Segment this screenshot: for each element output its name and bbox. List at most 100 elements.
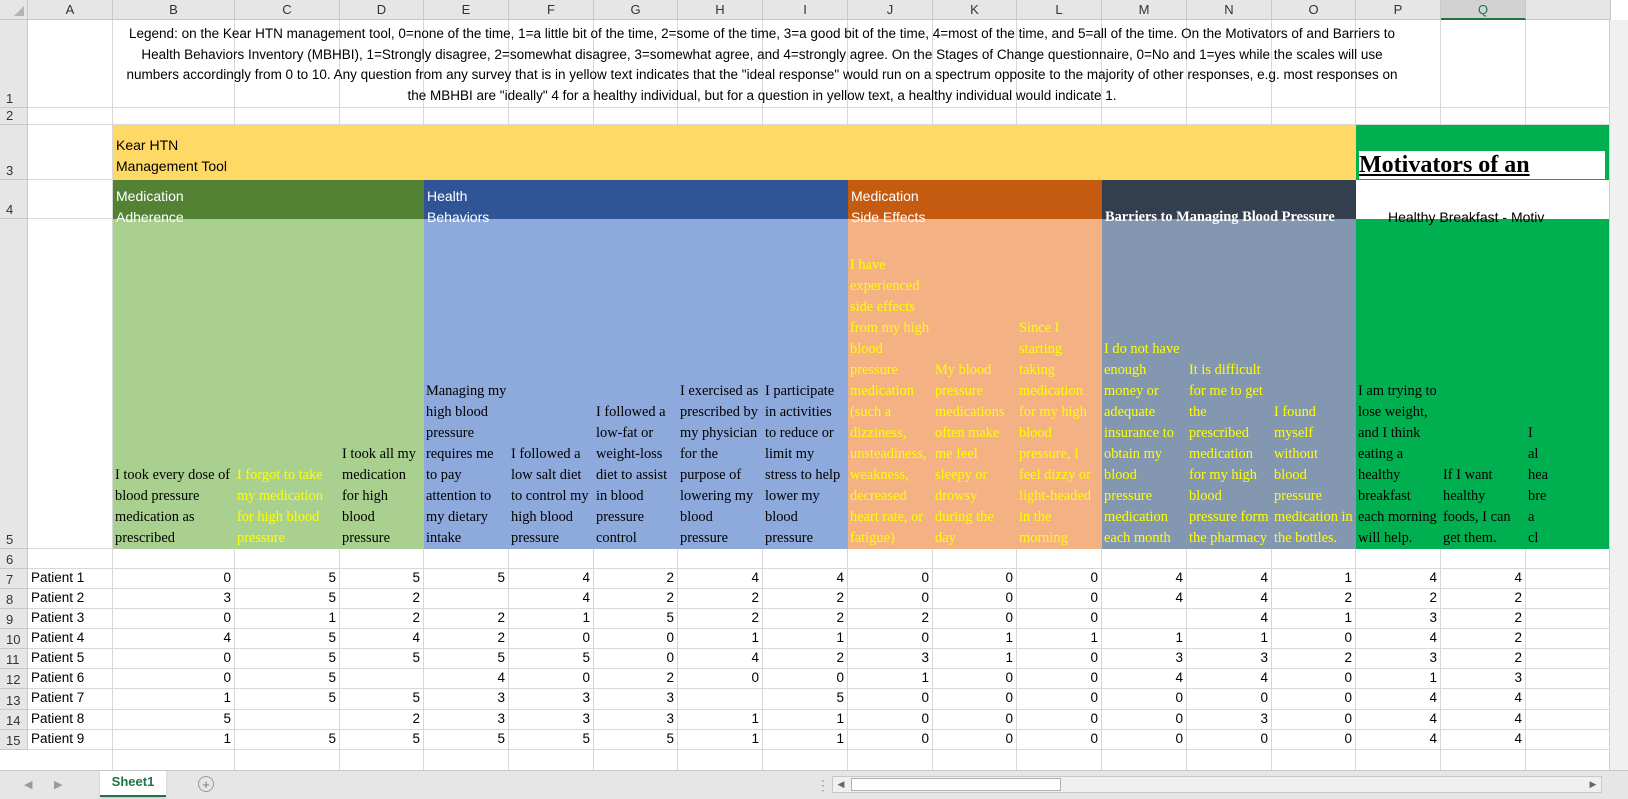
score-cell-i[interactable]: 2 [836,650,844,665]
column-header-e[interactable]: E [424,0,509,20]
score-cell-h[interactable]: 2 [751,610,759,625]
next-sheet-icon[interactable]: ▶ [54,779,63,791]
score-cell-l[interactable]: 0 [1090,610,1098,625]
score-cell-g[interactable]: 3 [666,711,674,726]
score-cell-b[interactable]: 0 [223,670,231,685]
row-header-10[interactable]: 10 [0,629,28,649]
score-cell-m[interactable]: 4 [1175,590,1183,605]
score-cell-c[interactable]: 5 [328,630,336,645]
score-cell-p[interactable]: 4 [1429,570,1437,585]
score-cell-j[interactable]: 0 [921,731,929,746]
score-cell-l[interactable]: 0 [1090,711,1098,726]
score-cell-o[interactable]: 0 [1344,731,1352,746]
score-cell-i[interactable]: 5 [836,690,844,705]
score-cell-l[interactable]: 0 [1090,690,1098,705]
score-cell-e[interactable]: 2 [497,610,505,625]
column-header-r[interactable] [1526,0,1611,20]
score-cell-p[interactable]: 2 [1429,590,1437,605]
score-cell-q[interactable]: 4 [1514,711,1522,726]
score-cell-e[interactable]: 3 [497,690,505,705]
score-cell-f[interactable]: 1 [582,610,590,625]
score-cell-m[interactable]: 4 [1175,570,1183,585]
score-cell-n[interactable]: 3 [1260,650,1268,665]
score-cell-o[interactable]: 2 [1344,650,1352,665]
score-cell-q[interactable]: 4 [1514,731,1522,746]
score-cell-j[interactable]: 0 [921,590,929,605]
scroll-thumb[interactable] [851,778,1061,791]
patient-name-cell[interactable]: Patient 1 [31,570,85,585]
score-cell-n[interactable]: 0 [1260,731,1268,746]
score-cell-j[interactable]: 0 [921,690,929,705]
score-cell-b[interactable]: 0 [223,610,231,625]
score-cell-p[interactable]: 4 [1429,630,1437,645]
score-cell-n[interactable]: 4 [1260,610,1268,625]
score-cell-i[interactable]: 4 [836,570,844,585]
score-cell-j[interactable]: 0 [921,711,929,726]
score-cell-g[interactable]: 2 [666,590,674,605]
score-cell-k[interactable]: 1 [1005,630,1013,645]
score-cell-d[interactable]: 5 [412,650,420,665]
column-header-g[interactable]: G [594,0,678,20]
score-cell-g[interactable]: 0 [666,650,674,665]
column-header-i[interactable]: I [763,0,848,20]
score-cell-o[interactable]: 1 [1344,610,1352,625]
score-cell-c[interactable]: 5 [328,650,336,665]
score-cell-p[interactable]: 3 [1429,650,1437,665]
score-cell-m[interactable]: 0 [1175,731,1183,746]
score-cell-k[interactable]: 0 [1005,610,1013,625]
score-cell-e[interactable]: 3 [497,711,505,726]
score-cell-h[interactable]: 4 [751,650,759,665]
score-cell-l[interactable]: 0 [1090,670,1098,685]
score-cell-g[interactable]: 3 [666,690,674,705]
score-cell-h[interactable]: 1 [751,711,759,726]
row-header-12[interactable]: 12 [0,669,28,689]
score-cell-b[interactable]: 1 [223,690,231,705]
score-cell-n[interactable]: 4 [1260,670,1268,685]
score-cell-g[interactable]: 0 [666,630,674,645]
score-cell-k[interactable]: 0 [1005,590,1013,605]
score-cell-i[interactable]: 1 [836,711,844,726]
score-cell-i[interactable]: 1 [836,630,844,645]
add-sheet-icon[interactable]: + [198,776,214,792]
score-cell-f[interactable]: 0 [582,630,590,645]
score-cell-d[interactable]: 5 [412,731,420,746]
column-header-f[interactable]: F [509,0,594,20]
score-cell-m[interactable]: 0 [1175,690,1183,705]
score-cell-e[interactable]: 5 [497,731,505,746]
score-cell-m[interactable]: 3 [1175,650,1183,665]
question-cell-h[interactable]: I exercised as prescribed by my physicia… [678,228,763,549]
score-cell-e[interactable]: 5 [497,570,505,585]
score-cell-b[interactable]: 1 [223,731,231,746]
question-cell-l[interactable]: Since I starting taking medication for m… [1017,228,1102,549]
column-header-q[interactable]: Q [1441,0,1526,20]
question-cell-g[interactable]: I followed a low-fat or weight-loss diet… [594,228,678,549]
score-cell-c[interactable]: 5 [328,670,336,685]
score-cell-h[interactable]: 4 [751,570,759,585]
score-cell-p[interactable]: 4 [1429,731,1437,746]
score-cell-g[interactable]: 2 [666,570,674,585]
score-cell-b[interactable]: 0 [223,650,231,665]
score-cell-q[interactable]: 4 [1514,690,1522,705]
score-cell-b[interactable]: 5 [223,711,231,726]
row-header-4[interactable]: 4 [0,180,28,219]
score-cell-n[interactable]: 3 [1260,711,1268,726]
question-cell-e[interactable]: Managing my high blood pressure requires… [424,228,509,549]
score-cell-q[interactable]: 2 [1514,610,1522,625]
score-cell-g[interactable]: 5 [666,731,674,746]
score-cell-i[interactable]: 1 [836,731,844,746]
score-cell-o[interactable]: 0 [1344,670,1352,685]
score-cell-n[interactable]: 4 [1260,570,1268,585]
score-cell-f[interactable]: 0 [582,670,590,685]
row-header-14[interactable]: 14 [0,710,28,730]
score-cell-h[interactable]: 2 [751,590,759,605]
row-header-1[interactable]: 1 [0,20,28,108]
column-header-b[interactable]: B [113,0,235,20]
score-cell-k[interactable]: 0 [1005,711,1013,726]
score-cell-k[interactable]: 0 [1005,670,1013,685]
column-header-d[interactable]: D [340,0,424,20]
patient-name-cell[interactable]: Patient 4 [31,630,85,645]
score-cell-f[interactable]: 5 [582,731,590,746]
score-cell-l[interactable]: 0 [1090,650,1098,665]
column-header-m[interactable]: M [1102,0,1187,20]
score-cell-d[interactable]: 5 [412,570,420,585]
